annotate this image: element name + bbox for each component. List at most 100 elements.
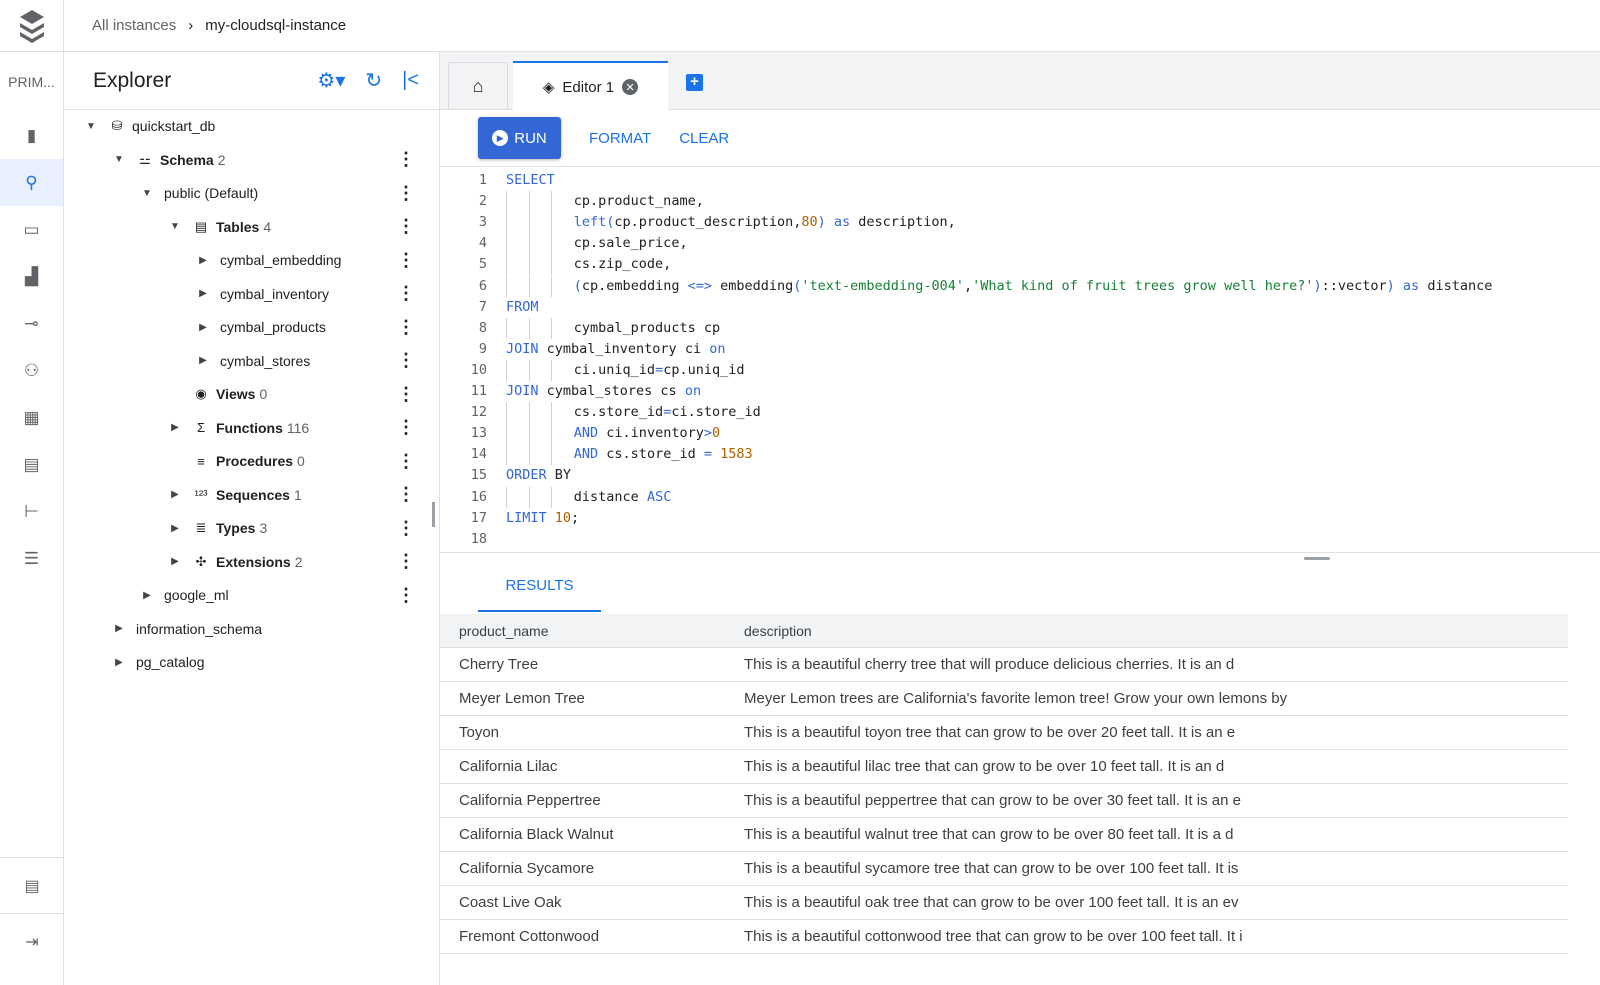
table-row[interactable]: Coast Live Oak This is a beautiful oak tr… (440, 886, 1568, 920)
tree-item[interactable]: ▶ Σ Functions 116 ⋮ (64, 413, 439, 443)
more-options-icon[interactable]: ⋮ (397, 383, 415, 404)
tree-item[interactable]: ▼ ⚍ Schema 2 ⋮ (64, 145, 439, 175)
column-header[interactable]: product_name (459, 622, 549, 639)
collapse-arrow-icon[interactable]: ▶ (199, 355, 207, 366)
close-tab-icon[interactable]: ✕ (622, 79, 639, 95)
expand-icon[interactable]: ⇥ (0, 913, 64, 969)
format-button[interactable]: FORMAT (589, 129, 652, 147)
more-options-icon[interactable]: ⋮ (397, 484, 415, 504)
connection-icon[interactable]: ⊸ (24, 313, 39, 333)
search-icon[interactable]: ⚲ (0, 159, 63, 206)
tree-item-label: cymbal_inventory (220, 285, 329, 302)
add-tab-icon[interactable]: + (686, 74, 703, 91)
line-number: 4 (478, 235, 487, 252)
tree-item[interactable]: ▶ cymbal_stores ⋮ (64, 346, 439, 376)
product-name-cell: Fremont Cottonwood (459, 928, 600, 945)
table-row[interactable]: California Lilac This is a beautiful lila… (440, 750, 1568, 784)
table-row[interactable]: Toyon This is a beautiful toyon tree that… (440, 716, 1568, 750)
schema-icon: ⚍ (139, 151, 151, 167)
collapse-arrow-icon[interactable]: ▶ (143, 589, 151, 601)
tree-item[interactable]: ▶ information_schema (64, 614, 439, 644)
product-logo-icon[interactable] (0, 0, 64, 52)
collapse-arrow-icon[interactable]: ▶ (199, 254, 207, 266)
more-options-icon[interactable]: ⋮ (397, 283, 415, 303)
product-name-cell: Meyer Lemon Tree (459, 690, 585, 707)
expand-arrow-icon[interactable]: ▼ (114, 154, 124, 165)
studio-icon[interactable]: ▤ (23, 454, 40, 474)
code-token: BY (546, 467, 572, 484)
more-options-icon[interactable]: ⋮ (397, 249, 415, 270)
collapse-arrow-icon[interactable]: ▶ (171, 422, 179, 433)
more-options-icon[interactable]: ⋮ (397, 517, 415, 538)
code-token: distance (573, 488, 647, 505)
collapse-arrow-icon[interactable]: ▶ (199, 321, 207, 333)
tree-item-count: 2 (294, 553, 303, 570)
table-row[interactable]: California Peppertree This is a beautiful… (440, 784, 1568, 818)
users-icon[interactable]: ⚇ (23, 360, 40, 380)
tree-item[interactable]: ▶ ✣ Extensions 2 ⋮ (64, 547, 439, 577)
more-options-icon[interactable]: ⋮ (397, 350, 415, 370)
sql-editor[interactable]: 1 SELECT 2 cp.product_name, 3 left(cp.product… (440, 167, 1600, 553)
collapse-arrow-icon[interactable]: ▶ (171, 522, 179, 534)
user-settings-icon[interactable]: ⚙▾ (317, 70, 346, 92)
code-token: cs.store_id (573, 404, 664, 421)
more-options-icon[interactable]: ⋮ (397, 149, 415, 169)
code-token: ASC (646, 488, 672, 505)
collapse-arrow-icon[interactable]: ▶ (115, 656, 123, 668)
tab-results[interactable]: RESULTS (478, 560, 601, 612)
run-button[interactable]: ▶ RUN (478, 117, 561, 159)
table-row[interactable]: California Sycamore This is a beautiful s… (440, 852, 1568, 886)
code-line: AND cs.store_id = 1583 (506, 444, 753, 466)
panel-resize-handle[interactable] (432, 502, 435, 527)
expand-arrow-icon[interactable]: ▼ (170, 221, 180, 232)
tree-item[interactable]: ▶ ≣ Types 3 ⋮ (64, 513, 439, 543)
more-options-icon[interactable]: ⋮ (397, 584, 415, 605)
tree-item[interactable]: ▼ public (Default) ⋮ (64, 178, 439, 208)
expand-arrow-icon[interactable]: ▼ (142, 187, 152, 199)
tree-item[interactable]: ▶ google_ml ⋮ (64, 580, 439, 610)
tree-item[interactable]: ▶ cymbal_inventory ⋮ (64, 279, 439, 309)
table-row[interactable]: Fremont Cottonwood This is a beautiful co… (440, 920, 1568, 954)
collapse-arrow-icon[interactable]: ▶ (171, 556, 179, 567)
indent-guide (551, 254, 574, 276)
more-options-icon[interactable]: ⋮ (397, 216, 415, 236)
collapse-arrow-icon[interactable]: ▶ (199, 288, 207, 299)
clear-button[interactable]: CLEAR (679, 129, 730, 147)
collapse-arrow-icon[interactable]: ▶ (115, 623, 123, 634)
more-options-icon[interactable]: ⋮ (397, 450, 415, 471)
breadcrumb-all-instances[interactable]: All instances (92, 17, 177, 34)
tree-item[interactable]: ≡ Procedures 0 ⋮ (64, 446, 439, 476)
tree-item[interactable]: ▶ cymbal_products ⋮ (64, 312, 439, 342)
tree-item[interactable]: ◉ Views 0 ⋮ (64, 379, 439, 409)
tree-item[interactable]: ▶ ¹²³ Sequences 1 ⋮ (64, 480, 439, 510)
monitor-icon[interactable]: ▭ (23, 219, 40, 239)
tab-home[interactable]: ⌂ (448, 62, 508, 110)
tree-item[interactable]: ▼ ⛁ quickstart_db (64, 111, 439, 141)
more-options-icon[interactable]: ⋮ (397, 551, 415, 571)
tree-item[interactable]: ▶ pg_catalog (64, 647, 439, 677)
more-options-icon[interactable]: ⋮ (397, 316, 415, 337)
table-row[interactable]: Meyer Lemon Tree Meyer Lemon trees are Ca… (440, 682, 1568, 716)
more-options-icon[interactable]: ⋮ (397, 182, 415, 203)
refresh-icon[interactable]: ↻ (365, 70, 383, 92)
tree-item[interactable]: ▼ ▤ Tables 4 ⋮ (64, 212, 439, 242)
tree-item[interactable]: ▶ cymbal_embedding ⋮ (64, 245, 439, 275)
notes-icon[interactable]: ▤ (0, 857, 64, 913)
tree-item-count: 0 (297, 453, 305, 469)
table-row[interactable]: Cherry Tree This is a beautiful cherry tr… (440, 648, 1568, 682)
collapse-panel-icon[interactable]: |< (402, 69, 419, 91)
table-row[interactable]: California Black Walnut This is a beautif… (440, 818, 1568, 852)
collapse-arrow-icon[interactable]: ▶ (171, 489, 179, 500)
code-token: cp.embedding (581, 277, 688, 294)
chart-icon[interactable]: ▟ (24, 266, 39, 286)
list-icon[interactable]: ☰ (23, 548, 40, 568)
hierarchy-icon[interactable]: ⊢ (24, 501, 39, 521)
code-token: on (684, 383, 702, 399)
more-options-icon[interactable]: ⋮ (397, 417, 415, 437)
results-resize-handle[interactable] (1304, 557, 1330, 560)
expand-arrow-icon[interactable]: ▼ (86, 120, 96, 132)
column-header[interactable]: description (744, 622, 812, 639)
overview-icon[interactable]: ▮ (26, 125, 37, 145)
tab-editor-1[interactable]: ◈ Editor 1 ✕ (513, 61, 668, 111)
database-icon[interactable]: ▦ (23, 407, 40, 427)
